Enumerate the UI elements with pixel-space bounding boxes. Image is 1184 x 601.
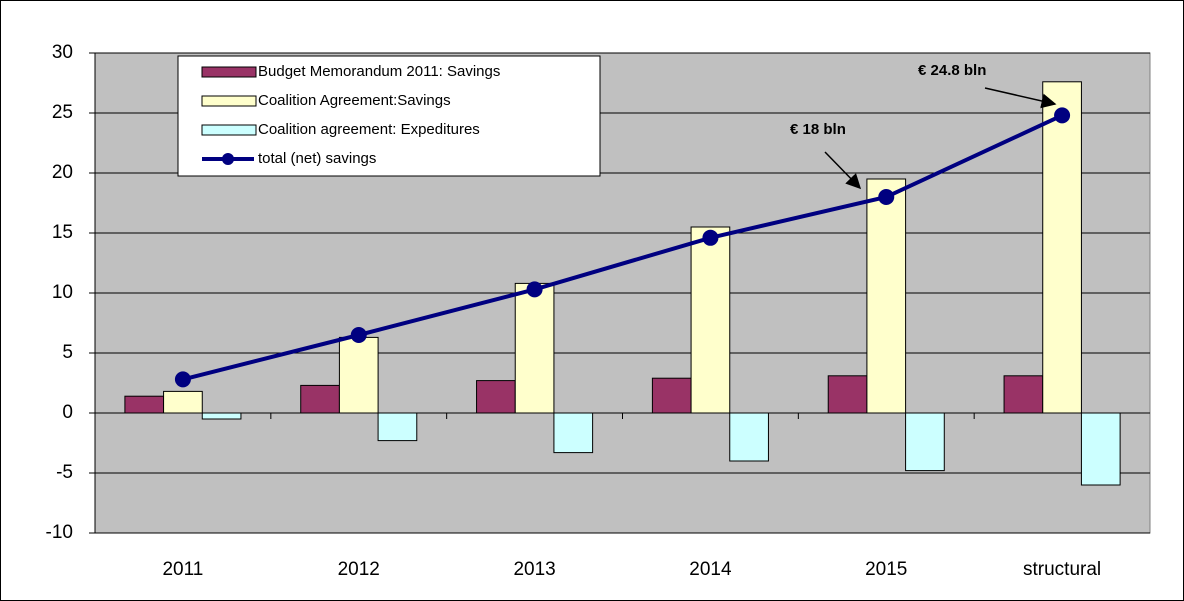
bar (300, 384, 340, 414)
legend-swatch (201, 95, 257, 107)
legend-label: Budget Memorandum 2011: Savings (258, 63, 500, 80)
legend-label: Coalition agreement: Expeditures (258, 121, 480, 138)
bar (514, 282, 555, 414)
y-tick-label: 25 (52, 102, 73, 123)
y-tick-label: 5 (62, 342, 73, 363)
bar (163, 390, 203, 414)
y-tick-label: -10 (46, 522, 73, 543)
bar (553, 412, 594, 454)
bar (827, 375, 868, 414)
bar (124, 395, 165, 414)
line-point (526, 281, 543, 298)
legend-swatch (222, 153, 234, 165)
x-tick-label: structural (1023, 559, 1101, 580)
y-tick-label: 10 (52, 282, 73, 303)
y-tick-label: 0 (62, 402, 73, 423)
x-tick-label: 2011 (162, 559, 203, 580)
bar (201, 412, 242, 420)
line-point (702, 229, 719, 246)
x-tick-label: 2012 (338, 559, 380, 580)
annotation: € 18 bln (790, 121, 846, 138)
bar (338, 336, 379, 414)
legend-label: total (net) savings (258, 150, 376, 167)
annotation-arrow (824, 151, 862, 190)
bar (651, 377, 692, 414)
bar (690, 226, 731, 414)
line-point (1054, 107, 1071, 124)
annotation-arrow (984, 87, 1057, 109)
bar (377, 412, 418, 442)
line-point (350, 327, 367, 343)
bar (476, 380, 516, 414)
line (182, 113, 1063, 382)
y-tick-label: -5 (56, 462, 73, 483)
annotation: € 24.8 bln (918, 62, 986, 79)
bar (1042, 81, 1082, 414)
line-point (174, 371, 191, 388)
legend-label: Coalition Agreement:Savings (258, 92, 451, 109)
x-tick-label: 2013 (513, 559, 555, 580)
y-tick-label: 20 (52, 162, 73, 183)
y-tick-label: 30 (52, 42, 73, 63)
bar (905, 412, 945, 472)
x-tick-label: 2014 (689, 559, 732, 580)
legend-swatch (201, 124, 257, 136)
y-tick-label: 15 (52, 222, 73, 243)
bar (729, 412, 769, 462)
legend-swatch (201, 66, 257, 78)
x-tick-label: 2015 (865, 559, 907, 580)
bar (866, 178, 907, 414)
bar (1003, 375, 1044, 414)
line-point (878, 189, 895, 205)
bar (1080, 412, 1121, 486)
